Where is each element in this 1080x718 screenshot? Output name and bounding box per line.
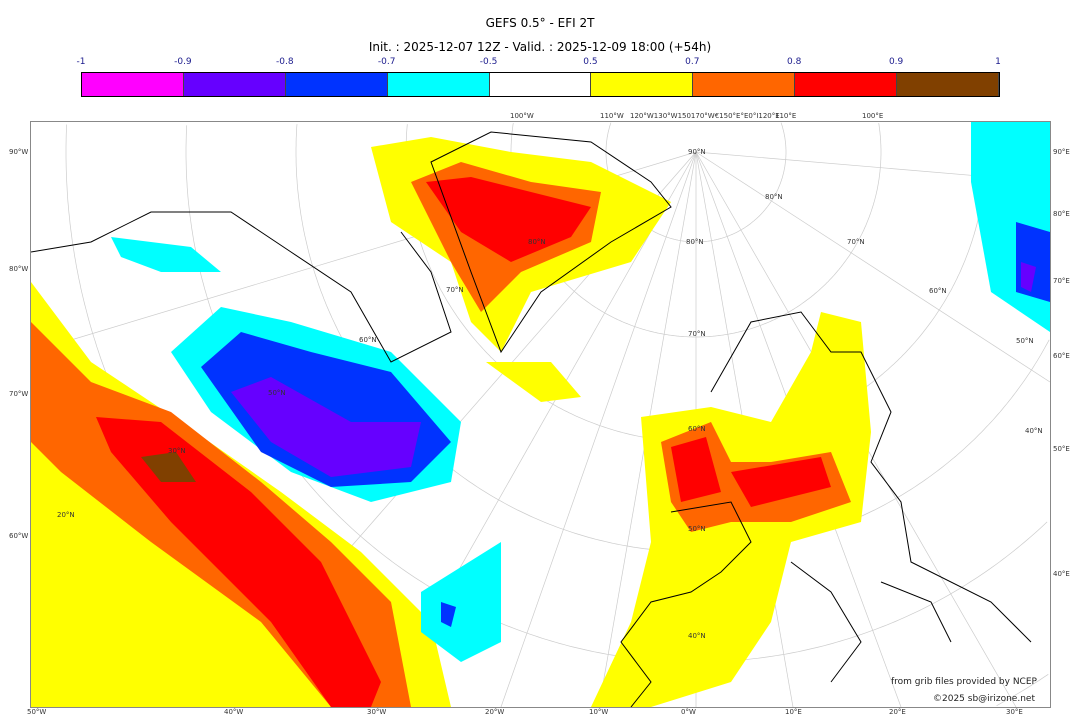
colorbar-segment [693,73,796,96]
axis-label: 40°W [224,708,244,716]
map-title: GEFS 0.5° - EFI 2T [485,16,595,30]
efi-fields [31,122,1050,707]
axis-label: 20°N [57,511,75,519]
axis-label: 100°E [862,112,884,120]
colorbar-tick: -0.9 [174,57,192,67]
colorbar-segment [489,73,592,96]
latitude-circle [295,124,1050,553]
colorbar-tick: 1 [995,57,1001,67]
colorbar-segment [591,73,694,96]
axis-label: 10°W [589,708,609,716]
colorbar-segment [795,73,898,96]
axis-label: 50°N [1016,337,1034,345]
axis-label: 50°E [1053,445,1070,453]
axis-label: 70°N [688,330,706,338]
axis-label: 70°E [1053,277,1070,285]
colorbar-tick: -1 [76,57,86,67]
axis-label: 70°W [9,390,29,398]
axis-label: 0°W [681,708,696,716]
colorbar-segment [387,73,490,96]
axis-label: 30°N [168,447,186,455]
colorbar-segment [285,73,388,96]
colorbar [81,72,1000,97]
colorbar-segment [183,73,286,96]
colorbar-tick: -0.7 [377,57,396,67]
axis-label: 70°N [847,238,865,246]
axis-label: 40°N [1025,427,1043,435]
axis-label: 80°N [686,238,704,246]
axis-label: 50°N [268,389,286,397]
map-svg [31,122,1050,707]
axis-label: 100°W [510,112,534,120]
axis-label: 50°N [688,525,706,533]
axis-label: 80°E [1053,210,1070,218]
axis-label: 60°W [9,532,29,540]
axis-label: 10°E [785,708,802,716]
efi-map [30,121,1051,708]
colorbar-tick: -0.8 [275,57,294,67]
source-credit: from grib files provided by NCEP [891,677,1037,687]
axis-label: 80°N [528,238,546,246]
axis-label: 60°N [688,425,706,433]
axis-label: 20°E [889,708,906,716]
axis-label: 90°W [9,148,29,156]
colorbar-segment [897,73,1000,96]
axis-label: 90°N [688,148,706,156]
axis-label: 40°E [1053,570,1070,578]
colorbar-tick: 0.5 [583,57,598,67]
map-subtitle: Init. : 2025-12-07 12Z - Valid. : 2025-1… [368,40,712,54]
axis-label: 40°N [688,632,706,640]
axis-label: 60°E [1053,352,1070,360]
axis-label: 110°E [775,112,797,120]
axis-label: 30°E [1006,708,1023,716]
axis-label: 120°W130°W150170°W€150°E°E0°I120°E [630,112,780,120]
axis-label: 50°W [27,708,47,716]
colorbar-tick: 0.7 [685,57,700,67]
axis-label: 90°E [1053,148,1070,156]
axis-label: 20°W [485,708,505,716]
coastlines [31,131,1032,707]
axis-label: 60°N [929,287,947,295]
colorbar-tick: -0.5 [479,57,498,67]
axis-label: 60°N [359,336,377,344]
axis-label: 30°W [367,708,387,716]
colorbar-tick: 0.9 [888,57,904,67]
colorbar-tick: 0.8 [787,57,802,67]
axis-label: 110°W [600,112,624,120]
colorbar-segment [82,73,184,96]
axis-label: 80°N [765,193,783,201]
axis-label: 80°W [9,265,29,273]
copyright-credit: ©2025 sb@irizone.net [933,694,1035,704]
axis-label: 70°N [446,286,464,294]
